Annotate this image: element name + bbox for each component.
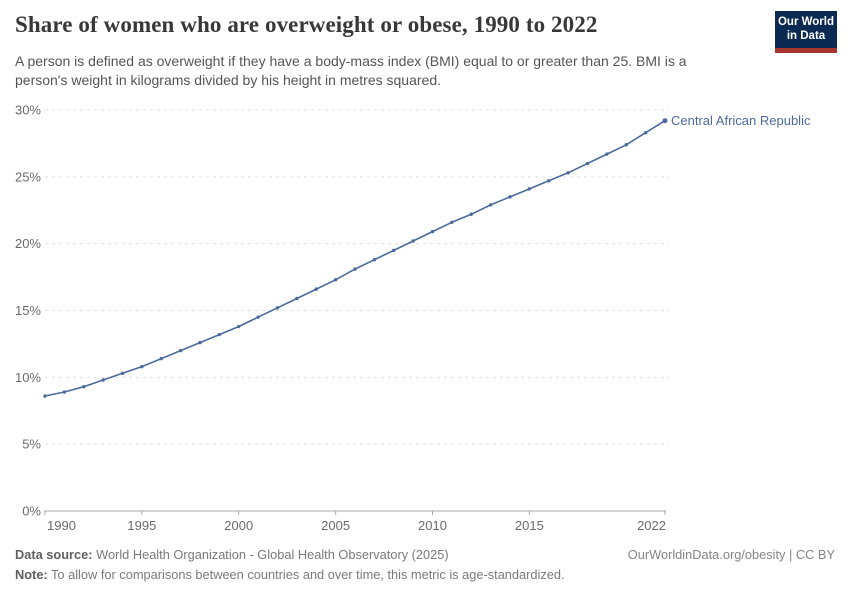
y-tick-label: 20% xyxy=(15,236,41,251)
data-source-value: World Health Organization - Global Healt… xyxy=(96,547,449,562)
y-tick-label: 5% xyxy=(22,437,41,452)
x-tick-label: 2015 xyxy=(515,518,544,533)
owid-logo: Our World in Data xyxy=(775,11,837,53)
x-tick-label: 2022 xyxy=(637,518,666,533)
owid-logo-line2: in Data xyxy=(786,29,826,42)
note-value: To allow for comparisons between countri… xyxy=(51,567,565,582)
page-title: Share of women who are overweight or obe… xyxy=(15,12,598,37)
data-source: Data source: World Health Organization -… xyxy=(15,547,449,562)
y-tick-label: 10% xyxy=(15,370,41,385)
owid-logo-line1: Our World xyxy=(777,15,834,28)
data-line[interactable] xyxy=(44,120,666,397)
x-tick-label: 1990 xyxy=(47,518,76,533)
x-axis-labels: 1990 1995 2000 2005 2010 2015 2022 xyxy=(47,518,666,533)
data-source-label: Data source: xyxy=(15,547,93,562)
x-tick-label: 2000 xyxy=(224,518,253,533)
end-point-marker xyxy=(662,118,668,124)
x-axis xyxy=(44,510,666,515)
data-points xyxy=(43,118,667,398)
y-axis-labels: 0% 5% 10% 15% 20% 25% 30% xyxy=(15,103,41,519)
chart-subtitle: A person is defined as overweight if the… xyxy=(15,53,687,89)
y-tick-label: 30% xyxy=(15,103,41,118)
x-tick-label: 2005 xyxy=(321,518,350,533)
chart-footer: Data source: World Health Organization -… xyxy=(15,547,835,587)
y-tick-label: 0% xyxy=(22,504,41,519)
y-tick-label: 15% xyxy=(15,303,41,318)
y-tick-label: 25% xyxy=(15,169,41,184)
owid-link[interactable]: OurWorldinData.org/obesity | CC BY xyxy=(627,547,835,562)
x-tick-label: 1995 xyxy=(127,518,156,533)
series-label[interactable]: Central African Republic xyxy=(671,113,811,128)
note-label: Note: xyxy=(15,567,48,582)
gridlines xyxy=(45,109,669,445)
x-tick-label: 2010 xyxy=(418,518,447,533)
note: Note: To allow for comparisons between c… xyxy=(15,567,565,582)
